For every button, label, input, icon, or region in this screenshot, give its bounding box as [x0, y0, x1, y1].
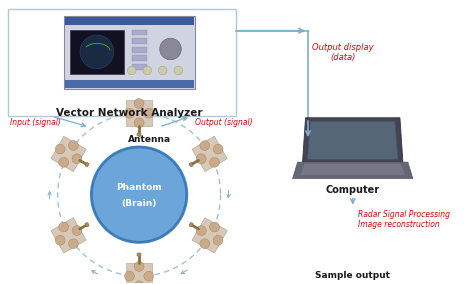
Bar [132, 30, 147, 36]
Text: Sample output: Sample output [315, 271, 390, 280]
Text: Vector Network Analyzer: Vector Network Analyzer [56, 108, 202, 118]
Polygon shape [189, 162, 193, 167]
Polygon shape [189, 222, 193, 227]
Text: Phantom: Phantom [116, 183, 162, 192]
Circle shape [68, 239, 78, 249]
Polygon shape [51, 218, 86, 253]
Circle shape [134, 99, 144, 108]
Polygon shape [292, 162, 413, 179]
Circle shape [200, 239, 210, 249]
Polygon shape [192, 136, 228, 172]
Circle shape [213, 144, 223, 154]
Circle shape [134, 281, 144, 284]
Circle shape [59, 222, 69, 232]
Text: (Brain): (Brain) [121, 199, 157, 208]
Bar [70, 30, 124, 74]
Circle shape [144, 108, 154, 118]
Circle shape [72, 226, 82, 235]
Circle shape [80, 35, 114, 69]
Circle shape [144, 271, 154, 281]
Circle shape [72, 154, 82, 164]
Circle shape [196, 226, 206, 235]
Circle shape [68, 141, 78, 151]
Polygon shape [308, 121, 398, 159]
Circle shape [143, 66, 152, 75]
Circle shape [55, 235, 65, 245]
Polygon shape [85, 222, 89, 227]
Circle shape [200, 141, 210, 151]
Circle shape [174, 66, 182, 75]
Bar [132, 38, 147, 44]
Circle shape [158, 66, 167, 75]
Polygon shape [192, 218, 228, 253]
Polygon shape [126, 263, 152, 284]
Bar [64, 80, 194, 88]
Text: Output display
(data): Output display (data) [312, 43, 374, 62]
Circle shape [55, 144, 65, 154]
Circle shape [59, 157, 69, 167]
Circle shape [128, 66, 136, 75]
Circle shape [134, 262, 144, 271]
Text: Antenna: Antenna [128, 135, 171, 144]
Text: Radar Signal Processing
Image reconstruction: Radar Signal Processing Image reconstruc… [358, 210, 450, 229]
Text: Computer: Computer [326, 185, 380, 195]
Bar [64, 17, 194, 25]
Polygon shape [126, 100, 152, 126]
Polygon shape [85, 162, 89, 167]
Circle shape [91, 147, 187, 242]
Circle shape [196, 154, 206, 164]
Circle shape [125, 271, 134, 281]
Text: Output (signal): Output (signal) [195, 118, 252, 127]
FancyBboxPatch shape [64, 16, 195, 89]
Circle shape [213, 235, 223, 245]
Polygon shape [301, 164, 405, 175]
Circle shape [125, 108, 134, 118]
Bar [132, 47, 147, 53]
Circle shape [160, 38, 181, 60]
Bar [8, 9, 237, 116]
Text: Input (signal): Input (signal) [10, 118, 61, 127]
Polygon shape [137, 133, 141, 136]
Circle shape [134, 118, 144, 128]
Bar [132, 64, 147, 70]
Circle shape [210, 222, 219, 232]
Circle shape [210, 157, 219, 167]
Polygon shape [51, 136, 86, 172]
Bar [132, 55, 147, 61]
Polygon shape [137, 253, 141, 256]
Polygon shape [302, 118, 403, 162]
